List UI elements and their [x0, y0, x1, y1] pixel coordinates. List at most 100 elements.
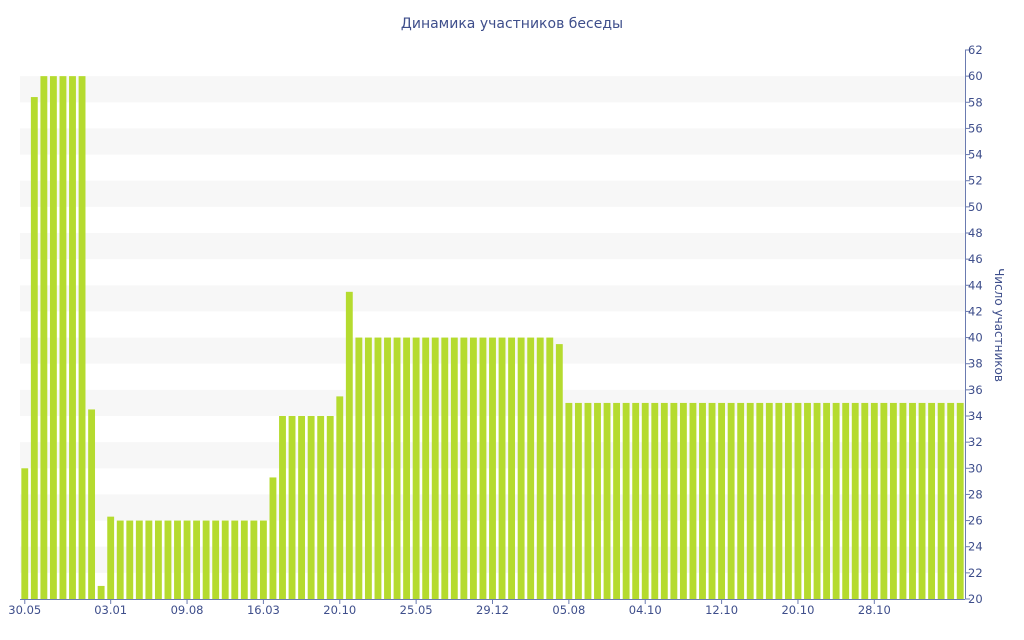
y-tick-label: 24	[968, 540, 983, 554]
bar	[393, 337, 401, 599]
bar	[708, 402, 716, 599]
bar	[775, 402, 783, 599]
x-tick-label: 12.10	[705, 603, 738, 617]
bar	[441, 337, 449, 599]
x-tick-label: 16.03	[247, 603, 280, 617]
y-tick-label: 34	[968, 409, 983, 423]
bar	[59, 76, 67, 599]
y-tick-label: 46	[968, 252, 983, 266]
bar	[870, 402, 878, 599]
bar	[889, 402, 897, 599]
bar	[603, 402, 611, 599]
bar	[231, 520, 239, 599]
bar	[670, 402, 678, 599]
x-tick-label: 20.10	[781, 603, 814, 617]
x-tick-label: 30.05	[8, 603, 41, 617]
bar	[126, 520, 134, 599]
y-tick-label: 38	[968, 357, 983, 371]
bar	[899, 402, 907, 599]
bar	[154, 520, 162, 599]
bar	[765, 402, 773, 599]
y-tick-label: 32	[968, 435, 983, 449]
bar	[279, 416, 286, 599]
bar	[823, 402, 831, 599]
bar	[918, 402, 926, 599]
x-tick-label: 28.10	[858, 603, 891, 617]
bar	[374, 337, 382, 599]
bar	[555, 344, 563, 599]
y-tick-label: 40	[968, 331, 983, 345]
bar	[727, 402, 735, 599]
bar	[622, 402, 630, 599]
bar	[450, 337, 458, 599]
bar	[517, 337, 525, 599]
bar	[384, 337, 391, 599]
y-tick-label: 22	[968, 566, 983, 580]
bar	[345, 291, 353, 599]
bar	[794, 402, 802, 599]
bar	[641, 402, 649, 599]
bar	[288, 416, 296, 599]
x-tick-label: 29.12	[476, 603, 509, 617]
bar	[469, 337, 477, 599]
bar	[660, 402, 668, 599]
y-tick-label: 42	[968, 304, 983, 318]
bar	[527, 337, 535, 599]
bar	[689, 402, 697, 599]
bar	[259, 520, 267, 599]
bar	[69, 76, 76, 599]
y-ticks: 20 22 24 26 28 30 32 34 36 38 40 42 44 46 48 50 52 54 56 58…	[965, 43, 983, 606]
bar	[851, 402, 859, 599]
bar	[956, 402, 964, 599]
bar	[21, 468, 29, 599]
bar	[699, 402, 706, 599]
bar	[574, 402, 582, 599]
bar	[326, 416, 334, 599]
bar	[613, 402, 621, 599]
x-tick-label: 09.08	[171, 603, 204, 617]
bar	[40, 76, 48, 599]
x-tick-label: 03.01	[94, 603, 127, 617]
x-tick-label: 25.05	[400, 603, 433, 617]
bar	[536, 337, 544, 599]
bar	[594, 402, 601, 599]
y-tick-label: 44	[968, 278, 983, 292]
bar	[498, 337, 506, 599]
bar	[737, 402, 745, 599]
bar	[718, 402, 726, 599]
grid-band	[20, 285, 965, 312]
bar	[97, 585, 105, 599]
bar	[116, 520, 124, 599]
bar	[460, 337, 468, 599]
bar	[937, 402, 945, 599]
y-tick-label: 26	[968, 514, 983, 528]
grid-band	[20, 76, 965, 103]
bar	[317, 416, 325, 599]
bar	[250, 520, 258, 599]
x-ticks: 30.05 03.01 09.08 16.03 20.10 25.05 29.12 05.08…	[8, 599, 891, 617]
bar	[584, 402, 592, 599]
bar	[947, 402, 955, 599]
bar	[298, 416, 306, 599]
chart-title: Динамика участников беседы	[401, 16, 623, 32]
y-tick-label: 58	[968, 95, 983, 109]
bar	[135, 520, 143, 599]
grid-band	[20, 180, 965, 207]
bar	[30, 97, 38, 599]
y-axis-label: Число участников	[992, 268, 1006, 382]
bar	[212, 520, 220, 599]
bar	[221, 520, 229, 599]
bar	[183, 520, 191, 599]
bar	[489, 337, 496, 599]
y-tick-label: 28	[968, 487, 983, 501]
bar	[336, 396, 344, 599]
bar	[813, 402, 821, 599]
bar	[632, 402, 640, 599]
bar	[651, 402, 659, 599]
bar	[804, 402, 811, 599]
y-tick-label: 60	[968, 69, 983, 83]
bar	[431, 337, 439, 599]
bar	[928, 402, 936, 599]
bar	[832, 402, 840, 599]
